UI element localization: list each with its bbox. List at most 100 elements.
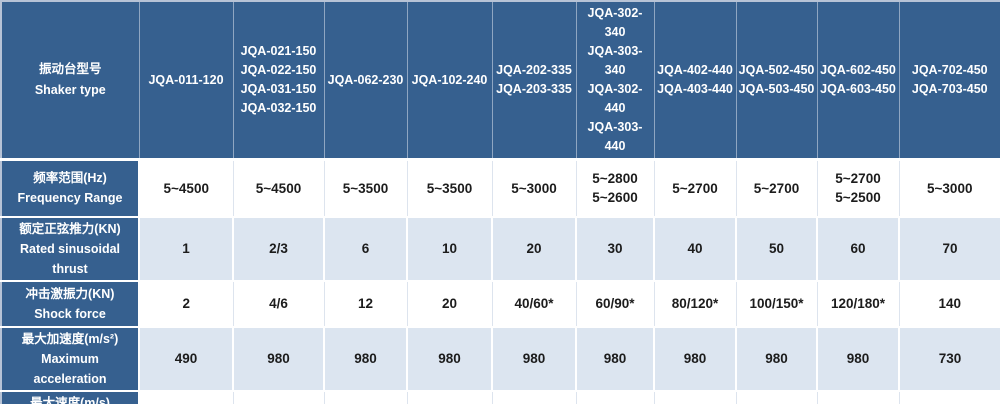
data-cell-shock-force-5: 60/90* bbox=[576, 279, 655, 327]
data-cell-maximum-acceleration-9: 730 bbox=[899, 325, 1000, 391]
data-value-line: 980 bbox=[683, 351, 707, 366]
data-cell-shock-force-2: 12 bbox=[324, 279, 408, 327]
model-header-cell-6: JQA-402-440 JQA-403-440 bbox=[654, 1, 737, 161]
data-cell-maximum-acceleration-4: 980 bbox=[492, 325, 577, 391]
data-cell-rated-sinusoidal-thrust-6: 40 bbox=[654, 215, 737, 281]
row-label-line: Frequency Range bbox=[17, 191, 123, 206]
row-label-shock-force: 冲击激振力(KN) Shock force bbox=[1, 279, 140, 327]
data-cell-frequency-range-7: 5~2700 bbox=[736, 158, 818, 217]
data-cell-maximum-acceleration-7: 980 bbox=[736, 325, 818, 391]
spec-row-maximum-acceleration: 最大加速度(m/s²) Maximum acceleration 490 980 980… bbox=[1, 325, 1000, 391]
data-cell-rated-sinusoidal-thrust-9: 70 bbox=[899, 215, 1000, 281]
data-cell-shock-force-7: 100/150* bbox=[736, 279, 818, 327]
data-cell-frequency-range-3: 5~3500 bbox=[407, 158, 493, 217]
model-header-cell-9: JQA-702-450 JQA-703-450 bbox=[899, 1, 1000, 161]
data-cell-maximum-acceleration-5: 980 bbox=[576, 325, 655, 391]
row-label-maximum-acceleration: 最大加速度(m/s²) Maximum acceleration bbox=[1, 325, 140, 391]
data-value-line: 980 bbox=[354, 351, 377, 366]
data-cell-maximum-speed-6: 2 bbox=[654, 389, 737, 404]
row-label-maximum-speed: 最大速度(m/s)Maximum speed bbox=[1, 389, 140, 404]
data-cell-frequency-range-8: 5~2700 5~2500 bbox=[817, 158, 900, 217]
data-value-line: 980 bbox=[267, 351, 290, 366]
model-header-cell-5: JQA-302-340 JQA-303-340 JQA-302-440 JQA-303… bbox=[576, 1, 655, 161]
model-header-cell-2: JQA-062-230 bbox=[324, 1, 408, 161]
data-value-line: 5~2600 bbox=[592, 190, 638, 206]
data-value-line: 980 bbox=[765, 351, 788, 366]
data-value-line: 140 bbox=[938, 296, 962, 311]
data-value-line: 40/60* bbox=[514, 296, 554, 311]
data-value-line: 730 bbox=[938, 351, 962, 366]
data-value-line: 20 bbox=[526, 241, 542, 256]
shaker-type-header-line: Shaker type bbox=[34, 83, 106, 97]
data-value-line: 10 bbox=[441, 241, 458, 256]
data-value-line: 60 bbox=[850, 241, 866, 256]
row-label-line: 频率范围(Hz) bbox=[33, 171, 107, 186]
model-name-line: JQA-303-340 bbox=[587, 44, 643, 77]
model-name-line: JQA-502-450 bbox=[738, 63, 815, 77]
data-cell-maximum-speed-7: 2 bbox=[736, 389, 818, 404]
model-name-line: JQA-022-150 bbox=[240, 63, 317, 77]
data-value-line: 5~3500 bbox=[426, 180, 473, 196]
model-name-line: JQA-403-440 bbox=[657, 82, 733, 96]
model-header-cell-8: JQA-602-450 JQA-603-450 bbox=[817, 1, 900, 161]
data-cell-maximum-speed-9: 2 bbox=[899, 389, 1000, 404]
data-cell-maximum-speed-4: 2 bbox=[492, 389, 577, 404]
data-cell-maximum-speed-1: 2 bbox=[233, 389, 325, 404]
model-name-line: JQA-302-440 bbox=[587, 82, 643, 115]
data-value-line: 2 bbox=[182, 296, 190, 311]
data-cell-shock-force-4: 40/60* bbox=[492, 279, 577, 327]
data-cell-frequency-range-6: 5~2700 bbox=[654, 158, 737, 217]
data-value-line: 70 bbox=[942, 241, 958, 256]
shaker-type-header-cell: 振动台型号 Shaker type bbox=[1, 1, 140, 161]
data-cell-rated-sinusoidal-thrust-8: 60 bbox=[817, 215, 900, 281]
data-cell-maximum-speed-8: 2 bbox=[817, 389, 900, 404]
data-cell-rated-sinusoidal-thrust-5: 30 bbox=[576, 215, 655, 281]
data-value-line: 20 bbox=[441, 296, 458, 311]
spec-row-frequency-range: 频率范围(Hz) Frequency Range 5~4500 5~4500 5~350… bbox=[1, 158, 1000, 217]
model-header-cell-0: JQA-011-120 bbox=[139, 1, 234, 161]
spec-row-shock-force: 冲击激振力(KN) Shock force 2 4/6 12 20 40/60* 60/90*… bbox=[1, 279, 1000, 327]
data-value-line: 980 bbox=[846, 351, 870, 366]
spec-row-maximum-speed: 最大速度(m/s)Maximum speed2222222222 bbox=[1, 389, 1000, 404]
data-cell-shock-force-6: 80/120* bbox=[654, 279, 737, 327]
data-cell-rated-sinusoidal-thrust-1: 2/3 bbox=[233, 215, 325, 281]
data-cell-frequency-range-2: 5~3500 bbox=[324, 158, 408, 217]
data-value-line: 4/6 bbox=[269, 296, 288, 311]
row-label-line: 额定正弦推力(KN) bbox=[19, 221, 121, 236]
data-value-line: 80/120* bbox=[671, 296, 719, 311]
data-cell-frequency-range-9: 5~3000 bbox=[899, 158, 1000, 217]
data-cell-frequency-range-5: 5~2800 5~2600 bbox=[576, 158, 655, 217]
model-name-line: JQA-102-240 bbox=[411, 72, 488, 87]
data-cell-shock-force-0: 2 bbox=[139, 279, 234, 327]
data-value-line: 980 bbox=[603, 351, 627, 366]
data-value-line: 5~4500 bbox=[163, 180, 209, 196]
model-header-cell-4: JQA-202-335 JQA-203-335 bbox=[492, 1, 577, 161]
data-value-line: 2/3 bbox=[269, 241, 288, 256]
data-cell-maximum-speed-5: 2 bbox=[576, 389, 655, 404]
model-header-cell-3: JQA-102-240 bbox=[407, 1, 493, 161]
data-value-line: 5~2700 bbox=[835, 171, 881, 187]
model-name-line: JQA-703-450 bbox=[911, 82, 988, 96]
data-cell-maximum-acceleration-1: 980 bbox=[233, 325, 325, 391]
model-name-line: JQA-011-120 bbox=[148, 72, 224, 87]
data-value-line: 980 bbox=[438, 351, 461, 366]
data-value-line: 50 bbox=[768, 241, 785, 256]
model-name-line: JQA-062-230 bbox=[327, 72, 404, 87]
model-name-line: JQA-032-150 bbox=[240, 101, 317, 115]
data-cell-maximum-acceleration-3: 980 bbox=[407, 325, 493, 391]
data-value-line: 6 bbox=[361, 241, 370, 256]
data-value-line: 5~3000 bbox=[927, 180, 973, 196]
data-value-line: 40 bbox=[687, 241, 703, 256]
row-label-line: Shock force bbox=[34, 306, 106, 321]
model-name-line: JQA-202-335 bbox=[496, 63, 572, 77]
data-cell-shock-force-3: 20 bbox=[407, 279, 493, 327]
data-value-line: 490 bbox=[174, 351, 198, 366]
data-cell-frequency-range-0: 5~4500 bbox=[139, 158, 234, 217]
row-label-frequency-range: 频率范围(Hz) Frequency Range bbox=[1, 158, 140, 217]
data-value-line: 5~2700 bbox=[672, 180, 718, 196]
data-cell-maximum-speed-0: 2 bbox=[139, 389, 234, 404]
model-name-line: JQA-503-450 bbox=[738, 82, 815, 96]
model-name-line: JQA-602-450 bbox=[820, 63, 896, 77]
